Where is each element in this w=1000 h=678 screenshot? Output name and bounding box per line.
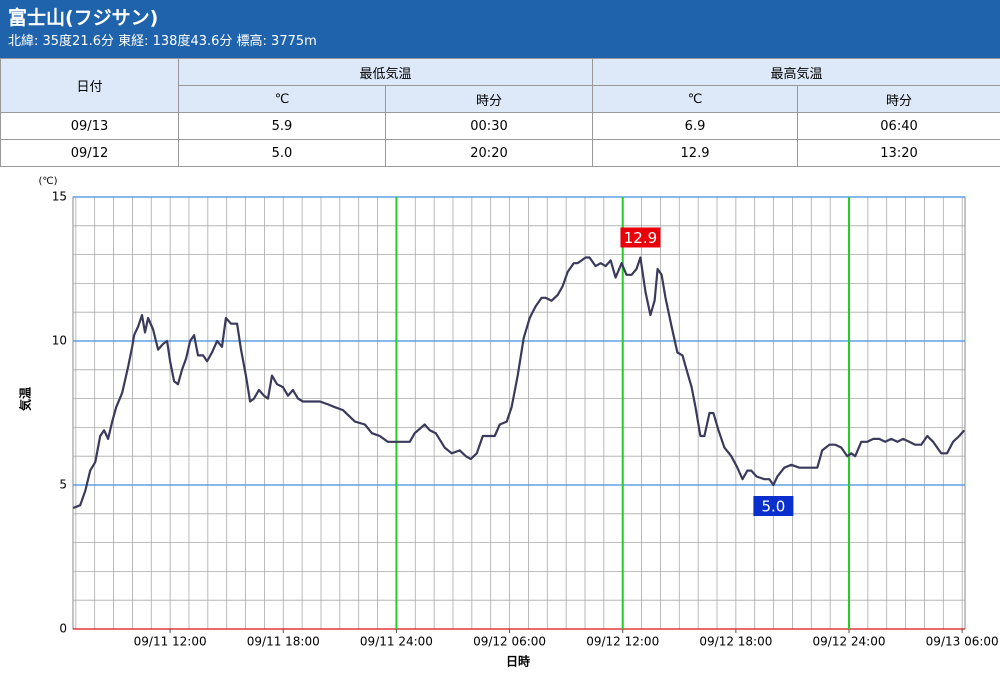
annotation-label: 5.0 (761, 498, 785, 516)
annotation-label: 12.9 (624, 229, 657, 247)
y-tick-label: 5 (59, 478, 67, 492)
cell: 6.9 (592, 112, 799, 140)
header-cell: 時分 (384, 85, 594, 113)
y-axis-label: 気温 (18, 387, 33, 411)
plot-area (72, 196, 966, 630)
header-cell: 最低気温 (177, 58, 594, 86)
x-tick-label: 09/13 06:00 (926, 635, 999, 649)
x-tick-label: 09/12 24:00 (813, 635, 886, 649)
x-tick-label: 09/12 18:00 (699, 635, 772, 649)
annotation-box (620, 227, 661, 248)
cell: 5.0 (178, 139, 386, 167)
annotation-box (753, 496, 794, 516)
cell: 5.9 (178, 112, 386, 140)
summary-table: 日付 最低気温 最高気温 ℃ 時分 ℃ 時分 09/13 5.9 00:30 6.9 0… (0, 58, 1000, 167)
temperature-line (72, 256, 966, 510)
cell: 13:20 (797, 139, 1000, 167)
cell: 12.9 (592, 139, 799, 167)
header-cell: ℃ (178, 85, 386, 113)
x-tick-label: 09/11 12:00 (134, 635, 207, 649)
x-tick-label: 09/12 12:00 (586, 635, 659, 649)
x-tick-label: 09/11 24:00 (360, 635, 433, 649)
cell: 00:30 (384, 112, 594, 140)
cell: 09/13 (0, 112, 179, 140)
station-title: 富士山(フジサン) (8, 7, 159, 29)
cell: 20:20 (384, 139, 594, 167)
unit-label: (℃) (38, 176, 57, 187)
header-cell: 最高気温 (592, 58, 1000, 86)
y-tick-label: 10 (52, 334, 67, 348)
header: 富士山(フジサン) 北緯: 35度21.6分 東経: 138度43.6分 標高:… (0, 0, 1000, 58)
y-tick-label: 15 (52, 190, 67, 204)
station-info: 北緯: 35度21.6分 東経: 138度43.6分 標高: 3775m (8, 34, 317, 49)
header-cell: ℃ (592, 85, 799, 113)
cell: 09/12 (0, 139, 179, 167)
header-cell: 時分 (797, 85, 1000, 113)
x-tick-label: 09/12 06:00 (473, 635, 546, 649)
x-tick-label: 09/11 18:00 (247, 635, 320, 649)
chart: (℃) 気温 日時 0 5 10 15 09/11 12:00 09/11 18:00 09… (18, 176, 999, 669)
x-axis-label: 日時 (506, 654, 530, 669)
y-tick-label: 0 (59, 622, 67, 636)
header-cell: 日付 (0, 58, 179, 113)
cell: 06:40 (797, 112, 1000, 140)
